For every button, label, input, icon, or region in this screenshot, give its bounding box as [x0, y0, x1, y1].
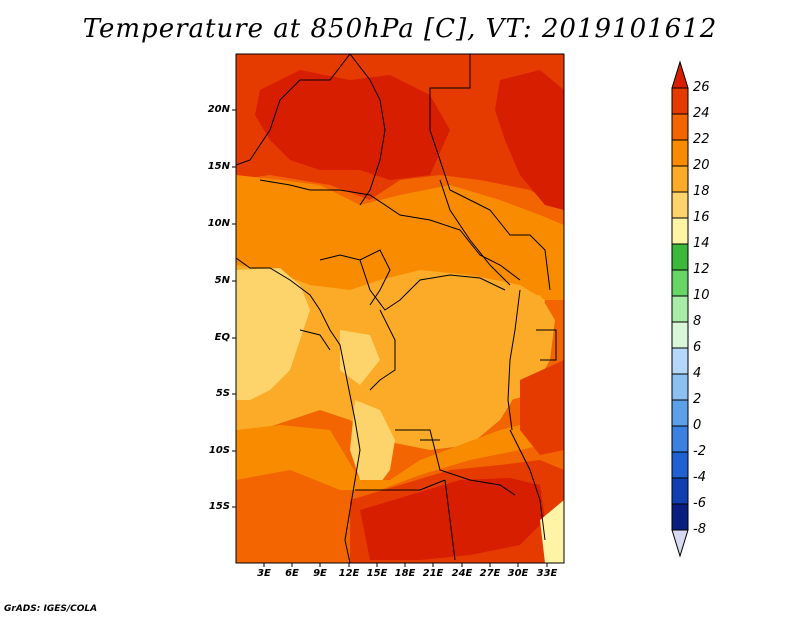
lon-label: 24E	[451, 568, 473, 579]
colorbar-bottom-arrow	[671, 529, 689, 558]
lat-label: 20N	[207, 104, 230, 115]
colorbar-segment	[671, 373, 689, 401]
lon-label: 12E	[338, 568, 360, 579]
colorbar-label: 22	[693, 132, 710, 147]
colorbar-label: 20	[693, 158, 710, 173]
temperature-field	[236, 54, 564, 563]
map-frame	[235, 53, 565, 564]
colorbar-label: 16	[693, 210, 710, 225]
lat-label: 5S	[215, 388, 230, 399]
central-band-20	[236, 175, 564, 305]
colorbar-segment	[671, 451, 689, 479]
colorbar-segment	[671, 243, 689, 271]
colorbar-label: 24	[693, 106, 710, 121]
lon-label: 18E	[394, 568, 416, 579]
gabon-pocket-16	[340, 330, 380, 385]
lon-label: 21E	[422, 568, 444, 579]
lat-label: 15N	[207, 161, 230, 172]
south-core-26	[360, 478, 545, 560]
colorbar-top-arrow	[671, 60, 689, 89]
lat-label: 10S	[208, 445, 230, 456]
colorbar-label: 26	[693, 80, 710, 95]
colorbar-label: 4	[693, 366, 702, 381]
colorbar-segment	[671, 165, 689, 193]
axis-ticks	[232, 109, 548, 567]
colorbar-segment	[671, 191, 689, 219]
lat-label: 10N	[207, 218, 230, 229]
colorbar-label: 12	[693, 262, 710, 277]
colorbar-segment	[671, 87, 689, 115]
colorbar-label: 0	[693, 418, 702, 433]
colorbar-segment	[671, 295, 689, 323]
colorbar	[671, 60, 689, 558]
lon-label: 9E	[313, 568, 327, 579]
colorbar-label: 10	[693, 288, 710, 303]
colorbar-segment	[671, 113, 689, 141]
angola-coast-16	[350, 400, 395, 490]
southeast-cool-14	[540, 500, 564, 563]
lat-label: EQ	[214, 332, 230, 343]
lat-label: 15S	[208, 501, 230, 512]
colorbar-segment	[671, 217, 689, 245]
lon-label: 3E	[257, 568, 271, 579]
colorbar-label: 2	[693, 392, 702, 407]
colorbar-segment	[671, 269, 689, 297]
colorbar-label: -6	[693, 496, 706, 511]
lon-label: 27E	[479, 568, 501, 579]
colorbar-label: -4	[693, 470, 706, 485]
colorbar-label: -8	[693, 522, 706, 537]
congo-basin-18	[236, 265, 545, 450]
east-warm-24	[520, 360, 564, 455]
colorbar-label: -2	[693, 444, 706, 459]
colorbar-label: 6	[693, 340, 702, 355]
colorbar-segment	[671, 399, 689, 427]
colorbar-segment	[671, 347, 689, 375]
colorbar-segment	[671, 477, 689, 505]
lon-label: 15E	[366, 568, 388, 579]
colorbar-segment	[671, 503, 689, 531]
credit-text: GrADS: IGES/COLA	[4, 604, 98, 614]
north-core-26	[255, 70, 450, 180]
colorbar-segment	[671, 425, 689, 453]
colorbar-segment	[671, 139, 689, 167]
colorbar-segment	[671, 321, 689, 349]
lon-label: 6E	[285, 568, 299, 579]
colorbar-label: 14	[693, 236, 710, 251]
lat-label: 5N	[214, 275, 230, 286]
lon-label: 33E	[536, 568, 558, 579]
country-borders	[236, 54, 557, 563]
chart-title: Temperature at 850hPa [C], VT: 201910161…	[82, 14, 718, 44]
colorbar-label: 8	[693, 314, 702, 329]
atlantic-cool-16	[236, 268, 310, 400]
northeast-core-26	[495, 70, 564, 210]
lon-label: 30E	[507, 568, 529, 579]
colorbar-label: 18	[693, 184, 710, 199]
